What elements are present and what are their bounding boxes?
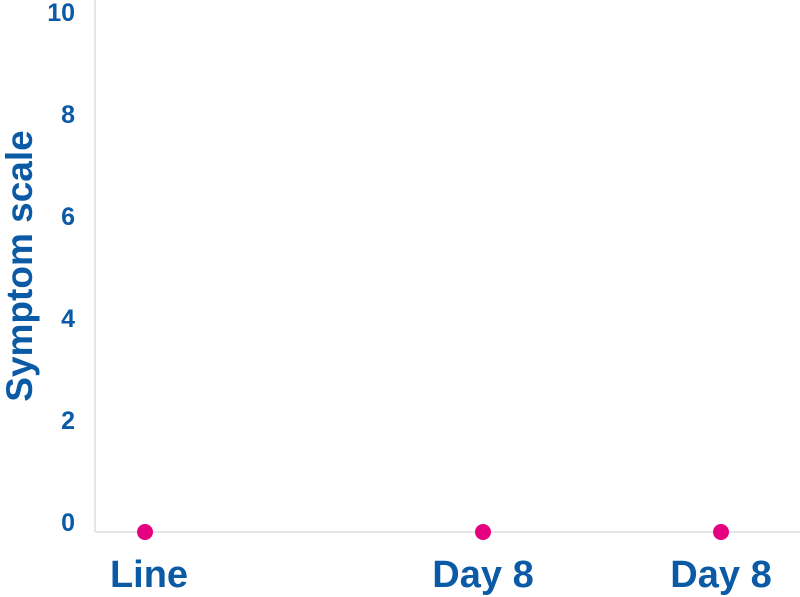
y-tick-label: 8 <box>61 101 75 129</box>
y-tick-label: 4 <box>61 305 75 333</box>
data-point <box>137 524 153 540</box>
x-tick-labels: Line Day 8 Day 8 <box>110 554 772 596</box>
y-axis-label: Symptom scale <box>0 130 40 401</box>
x-tick-label: Day 8 <box>432 554 533 596</box>
y-tick-label: 0 <box>61 509 75 537</box>
x-tick-label: Line <box>110 554 188 596</box>
data-point <box>475 524 491 540</box>
y-tick-labels: 0 2 4 6 8 10 <box>47 0 75 537</box>
data-points <box>137 524 729 540</box>
data-point <box>713 524 729 540</box>
y-tick-label: 2 <box>61 407 75 435</box>
y-tick-label: 6 <box>61 203 75 231</box>
x-tick-label: Day 8 <box>670 554 771 596</box>
y-tick-label: 10 <box>47 0 75 27</box>
